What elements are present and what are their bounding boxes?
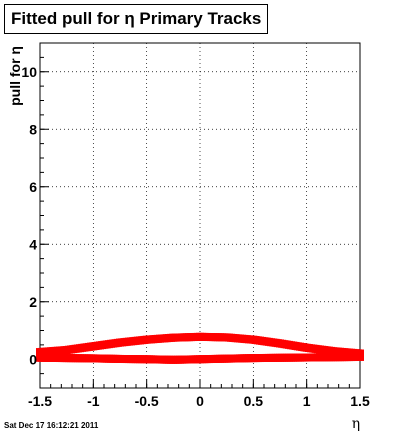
timestamp-label: Sat Dec 17 16:12:21 2011 <box>4 421 99 430</box>
x-tick-label: 0 <box>196 393 204 409</box>
x-tick-label: -0.5 <box>135 393 159 409</box>
series-1 <box>36 352 364 364</box>
y-tick-label: 6 <box>29 179 37 195</box>
x-tick-label: 1.5 <box>350 393 370 409</box>
x-tick-label: 1 <box>303 393 311 409</box>
x-axis-title: η <box>352 416 360 432</box>
y-axis-title: pull for η <box>7 46 23 106</box>
y-tick-label: 10 <box>21 64 37 80</box>
y-tick-label: 4 <box>29 236 37 252</box>
data-point <box>356 352 364 361</box>
x-tick-label: -1.5 <box>28 393 52 409</box>
x-tick-label: -1 <box>87 393 100 409</box>
y-tick-label: 8 <box>29 121 37 137</box>
data-series <box>36 332 364 364</box>
series-0 <box>36 332 364 358</box>
y-tick-label: 0 <box>29 351 37 367</box>
chart-title: Fitted pull for η Primary Tracks <box>4 4 269 34</box>
x-tick-label: 0.5 <box>244 393 264 409</box>
chart-title-text: Fitted pull for η Primary Tracks <box>11 9 262 28</box>
y-tick-label: 2 <box>29 294 37 310</box>
x-tick-labels: -1.5 -1 -0.5 0 0.5 1 1.5 <box>28 393 370 409</box>
y-tick-labels: 0 2 4 6 8 10 <box>21 64 37 368</box>
